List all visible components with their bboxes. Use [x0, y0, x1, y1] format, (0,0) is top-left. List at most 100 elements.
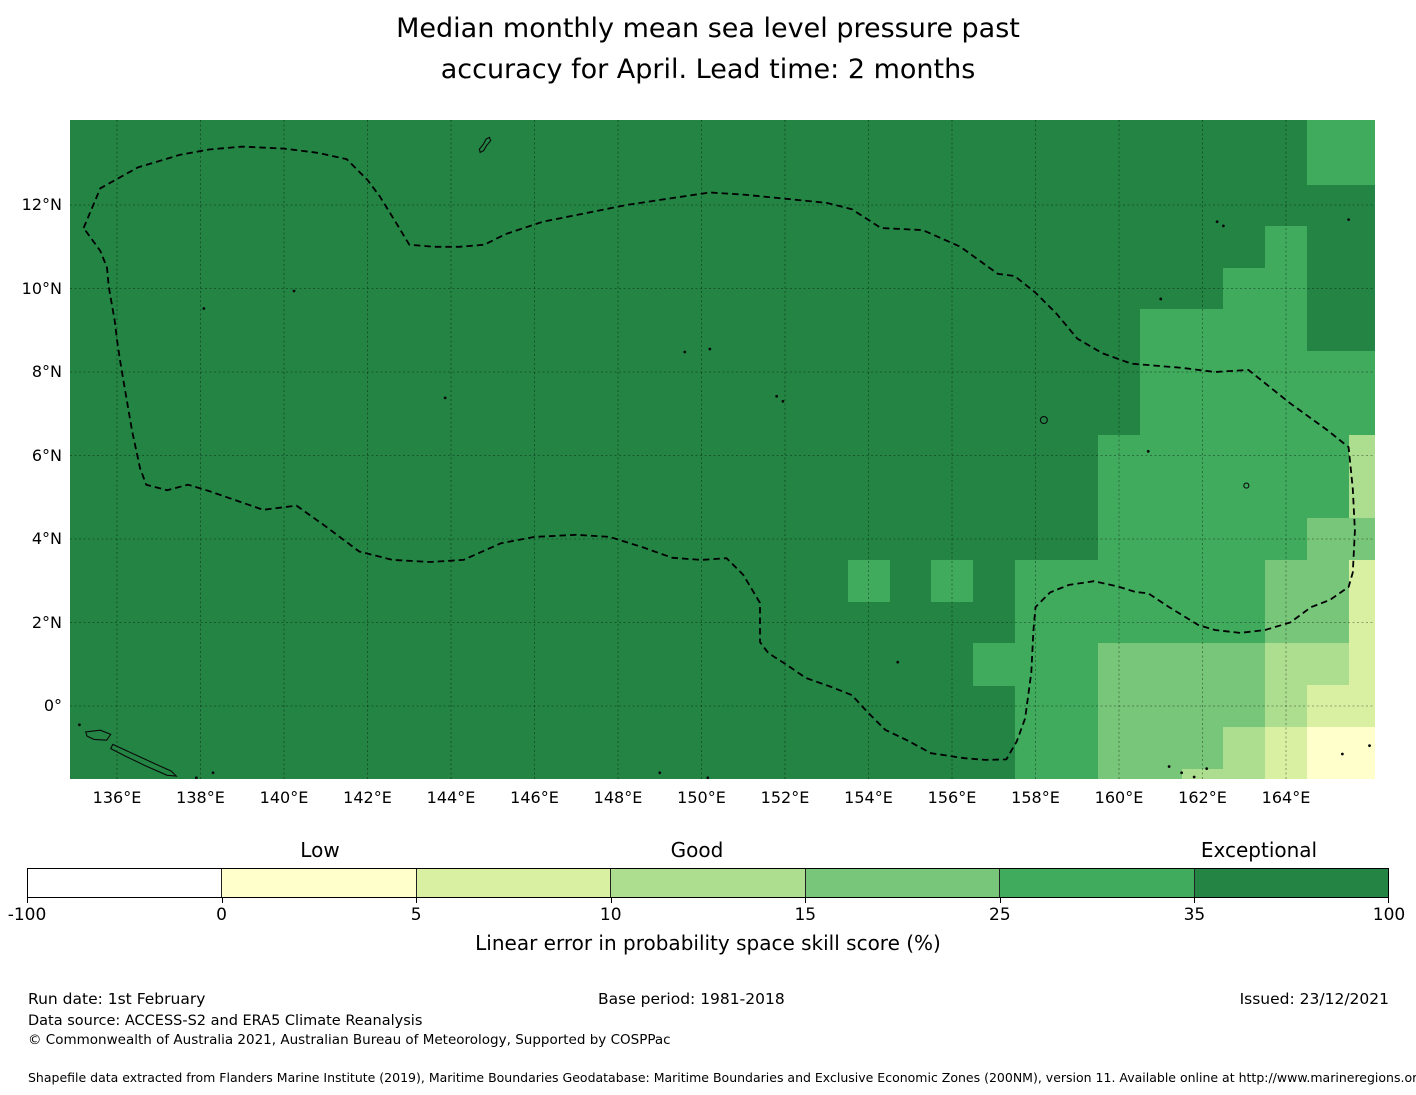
copyright-text: © Commonwealth of Australia 2021, Austra… [28, 1032, 671, 1048]
colorbar-segment [221, 869, 416, 897]
map-cell [847, 559, 890, 603]
island-marker [202, 307, 206, 310]
map-cell [1181, 392, 1224, 436]
x-tick-label: 150°E [677, 788, 726, 807]
map-cell [1181, 643, 1224, 686]
colorbar-tick [221, 898, 223, 903]
island-outline [109, 743, 178, 777]
map-cell [1139, 559, 1183, 603]
island-marker [1347, 218, 1351, 222]
map-cell [1265, 643, 1308, 686]
map-cell [1306, 351, 1350, 394]
chart-title-line1: Median monthly mean sea level pressure p… [396, 13, 1020, 44]
colorbar-tick [27, 898, 28, 903]
y-tick-label: 12°N [21, 195, 62, 214]
colorbar [27, 868, 1389, 898]
map-cell [1223, 267, 1266, 310]
island-marker [1221, 224, 1225, 228]
map-cell [1056, 601, 1099, 644]
colorbar-segment [610, 869, 805, 897]
island-marker [775, 394, 779, 398]
island-marker [211, 771, 215, 775]
map-cell [1181, 601, 1224, 644]
map-cell [1139, 434, 1183, 477]
y-tick-label: 6°N [31, 445, 62, 465]
map-cell [1098, 726, 1141, 770]
colorbar-tick-label: 100 [1372, 905, 1406, 925]
colorbar-tick-label: 5 [410, 905, 422, 925]
island-marker [658, 771, 662, 775]
map-cell [1265, 267, 1308, 310]
y-tick-label: 4°N [31, 529, 62, 548]
colorbar-tick [610, 898, 612, 903]
map-cell [1265, 768, 1308, 779]
y-tick-label: 10°N [21, 278, 62, 298]
x-tick-label: 138°E [176, 788, 225, 807]
island-marker [708, 347, 712, 351]
data-source-text: Data source: ACCESS-S2 and ERA5 Climate … [28, 1013, 423, 1029]
x-tick-label: 164°E [1261, 788, 1311, 807]
map-cell [1348, 726, 1375, 770]
island-marker [683, 350, 687, 354]
island-marker [1167, 765, 1171, 768]
island-outline [84, 729, 112, 741]
map-cell [1014, 768, 1057, 779]
map-cell [1223, 601, 1266, 644]
map-cell [1265, 434, 1308, 477]
map-cell [1306, 392, 1350, 436]
island-marker [1215, 220, 1219, 224]
map-cell [1181, 309, 1224, 352]
colorbar-tick [1194, 898, 1196, 903]
colorbar-tick-label: 10 [599, 905, 622, 925]
atoll-outline [1243, 482, 1250, 489]
map-cell [1265, 225, 1308, 269]
map-cell [1306, 559, 1350, 603]
chart-title-line2: accuracy for April. Lead time: 2 months [440, 54, 976, 85]
map-cell [1139, 309, 1183, 352]
island-marker [78, 723, 81, 727]
map-cell [1139, 392, 1183, 436]
map-cell [1181, 768, 1224, 779]
x-tick-label: 154°E [844, 788, 893, 807]
map-cell [931, 559, 974, 603]
map-cell [1223, 434, 1266, 477]
map-cell [1306, 120, 1350, 143]
map-cell [1306, 685, 1350, 728]
map-cell [1139, 518, 1183, 561]
map-cell [1348, 643, 1375, 686]
island-marker [1159, 297, 1163, 301]
map-cell [1265, 518, 1308, 561]
island-marker [194, 776, 198, 779]
map-cell [1348, 601, 1375, 644]
issued-text: Issued: 23/12/2021 [1239, 990, 1389, 1008]
map-cell [1223, 518, 1266, 561]
y-tick-label: 2°N [31, 612, 62, 632]
island-marker [706, 776, 710, 779]
map-cell [1306, 518, 1350, 561]
map-cell [1056, 643, 1099, 686]
map-cell [1306, 643, 1350, 686]
map-cell [1098, 685, 1141, 728]
map-cell [1306, 726, 1350, 770]
map-cell [1181, 476, 1224, 519]
map-cell [1223, 392, 1266, 436]
x-tick-label: 156°E [927, 788, 977, 807]
map-cell [1348, 768, 1375, 779]
map-cell [1306, 476, 1350, 519]
map-cell [1223, 351, 1266, 394]
colorbar-tick [1388, 898, 1389, 903]
map-cell [1014, 559, 1057, 603]
colorbar-tick-label: 0 [216, 905, 227, 925]
colorbar-segment [1193, 869, 1388, 897]
map-cell [1348, 392, 1375, 436]
map-cell [1139, 643, 1183, 686]
y-tick-label: 8°N [31, 362, 62, 381]
x-tick-label: 144°E [426, 788, 476, 807]
x-tick-label: 140°E [259, 788, 309, 807]
island-marker [781, 399, 785, 403]
map-cell [1181, 518, 1224, 561]
map-cell [1223, 768, 1266, 779]
island-marker [1205, 767, 1209, 771]
x-tick-label: 142°E [343, 788, 392, 807]
